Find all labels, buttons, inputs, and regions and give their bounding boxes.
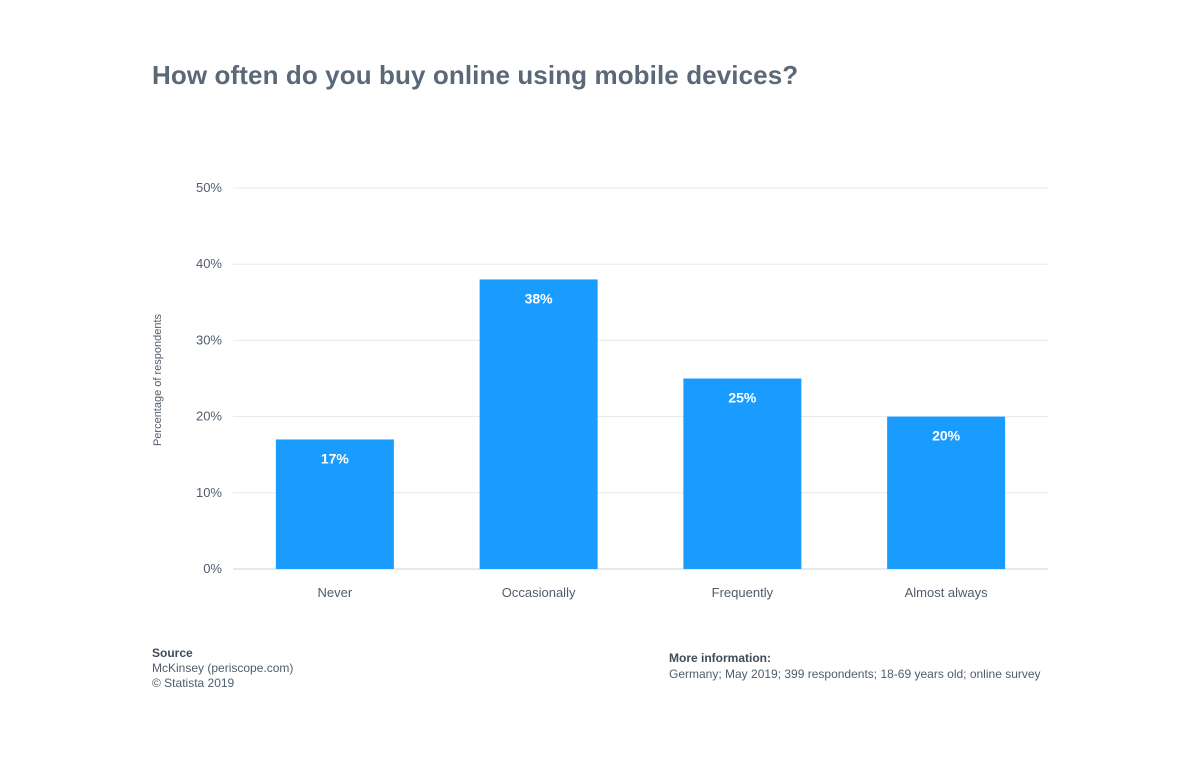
data-label: 20% (932, 428, 961, 444)
source-text[interactable]: McKinsey (periscope.com) (152, 661, 294, 675)
data-label: 17% (321, 450, 350, 466)
y-axis-label: Percentage of respondents (152, 313, 164, 446)
more-info-text: Germany; May 2019; 399 respondents; 18-6… (669, 667, 1041, 681)
x-tick-label: Almost always (905, 585, 989, 600)
y-tick-label: 10% (196, 485, 222, 500)
bar-occasionally[interactable] (479, 279, 598, 569)
x-tick-label: Frequently (712, 585, 774, 600)
y-tick-label: 30% (196, 332, 222, 347)
category-labels: Never Occasionally Frequently Almost always (318, 585, 989, 600)
bar-almost-always[interactable] (887, 416, 1006, 569)
bars: 17% 38% 25% 20% (275, 279, 1006, 570)
bar-frequently[interactable] (683, 378, 802, 570)
y-tick-label: 20% (196, 409, 222, 424)
copyright-text: © Statista 2019 (152, 676, 235, 690)
source-heading: Source (152, 646, 193, 660)
data-label: 38% (525, 290, 554, 306)
bar-never[interactable] (275, 439, 394, 569)
x-tick-label: Occasionally (502, 585, 576, 600)
y-tick-label: 0% (203, 561, 222, 576)
more-info-heading[interactable]: More information: (669, 651, 771, 665)
y-axis-ticks: 0% 10% 20% 30% 40% 50% (196, 180, 222, 576)
chart-title: How often do you buy online using mobile… (152, 60, 799, 90)
x-tick-label: Never (318, 585, 353, 600)
source-block: Source McKinsey (periscope.com) © Statis… (152, 646, 293, 691)
y-tick-label: 40% (196, 256, 222, 271)
y-tick-label: 50% (196, 180, 222, 195)
more-info-block: More information: Germany; May 2019; 399… (669, 650, 1041, 682)
data-label: 25% (728, 390, 757, 406)
